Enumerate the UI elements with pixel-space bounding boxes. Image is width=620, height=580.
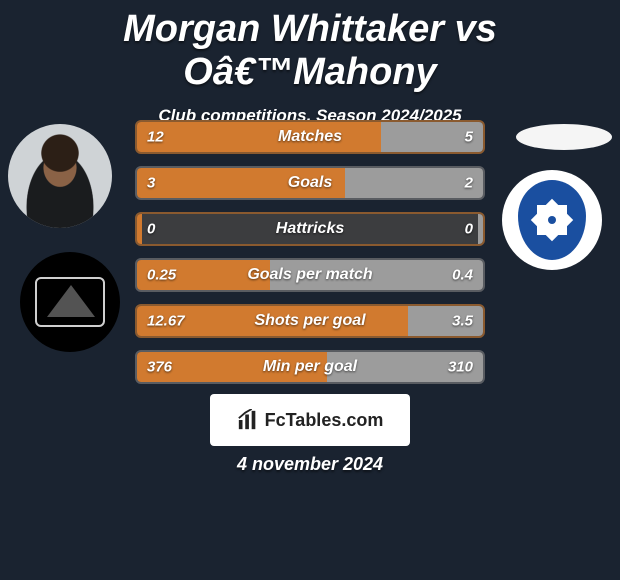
stat-value-left: 376 xyxy=(147,359,172,376)
date-label: 4 november 2024 xyxy=(0,454,620,475)
club-badge-right xyxy=(502,170,602,270)
star-icon xyxy=(537,205,567,235)
stat-value-right: 310 xyxy=(448,359,473,376)
avatar xyxy=(8,124,112,228)
stat-value-left: 12 xyxy=(147,129,164,146)
stat-row: 376 310 Min per goal xyxy=(135,350,485,384)
stat-row: 3 2 Goals xyxy=(135,166,485,200)
portsmouth-icon xyxy=(518,180,586,260)
player-left-photo xyxy=(8,124,112,228)
stat-row: 12 5 Matches xyxy=(135,120,485,154)
stat-value-right: 0 xyxy=(465,221,473,238)
stat-row: 12.67 3.5 Shots per goal xyxy=(135,304,485,338)
comparison-chart: 12 5 Matches 3 2 Goals 0 0 Hattricks 0.25 0.4 Goals… xyxy=(135,120,485,396)
stat-bar-right xyxy=(345,168,483,198)
stat-value-left: 0 xyxy=(147,221,155,238)
stat-label: Goals xyxy=(288,174,332,192)
stat-value-left: 3 xyxy=(147,175,155,192)
page-title: Morgan Whittaker vs Oâ€™Mahony xyxy=(0,0,620,94)
stat-value-right: 3.5 xyxy=(452,313,473,330)
stat-value-right: 0.4 xyxy=(452,267,473,284)
stat-bar-left xyxy=(137,214,142,244)
stat-row: 0 0 Hattricks xyxy=(135,212,485,246)
stat-value-left: 0.25 xyxy=(147,267,176,284)
stat-value-right: 2 xyxy=(465,175,473,192)
stat-label: Matches xyxy=(278,128,342,146)
stat-value-left: 12.67 xyxy=(147,313,185,330)
stat-label: Min per goal xyxy=(263,358,357,376)
stat-bar-left xyxy=(137,122,381,152)
branding-badge: FcTables.com xyxy=(210,394,410,446)
plymouth-icon xyxy=(35,277,105,327)
stat-row: 0.25 0.4 Goals per match xyxy=(135,258,485,292)
player-right-photo xyxy=(516,124,612,150)
stat-label: Hattricks xyxy=(276,220,344,238)
club-badge-left xyxy=(20,252,120,352)
chart-bars-icon xyxy=(237,409,259,431)
branding-label: FcTables.com xyxy=(265,410,384,431)
stat-label: Shots per goal xyxy=(254,312,365,330)
stat-bar-right xyxy=(478,214,483,244)
stat-value-right: 5 xyxy=(465,129,473,146)
stat-label: Goals per match xyxy=(247,266,372,284)
